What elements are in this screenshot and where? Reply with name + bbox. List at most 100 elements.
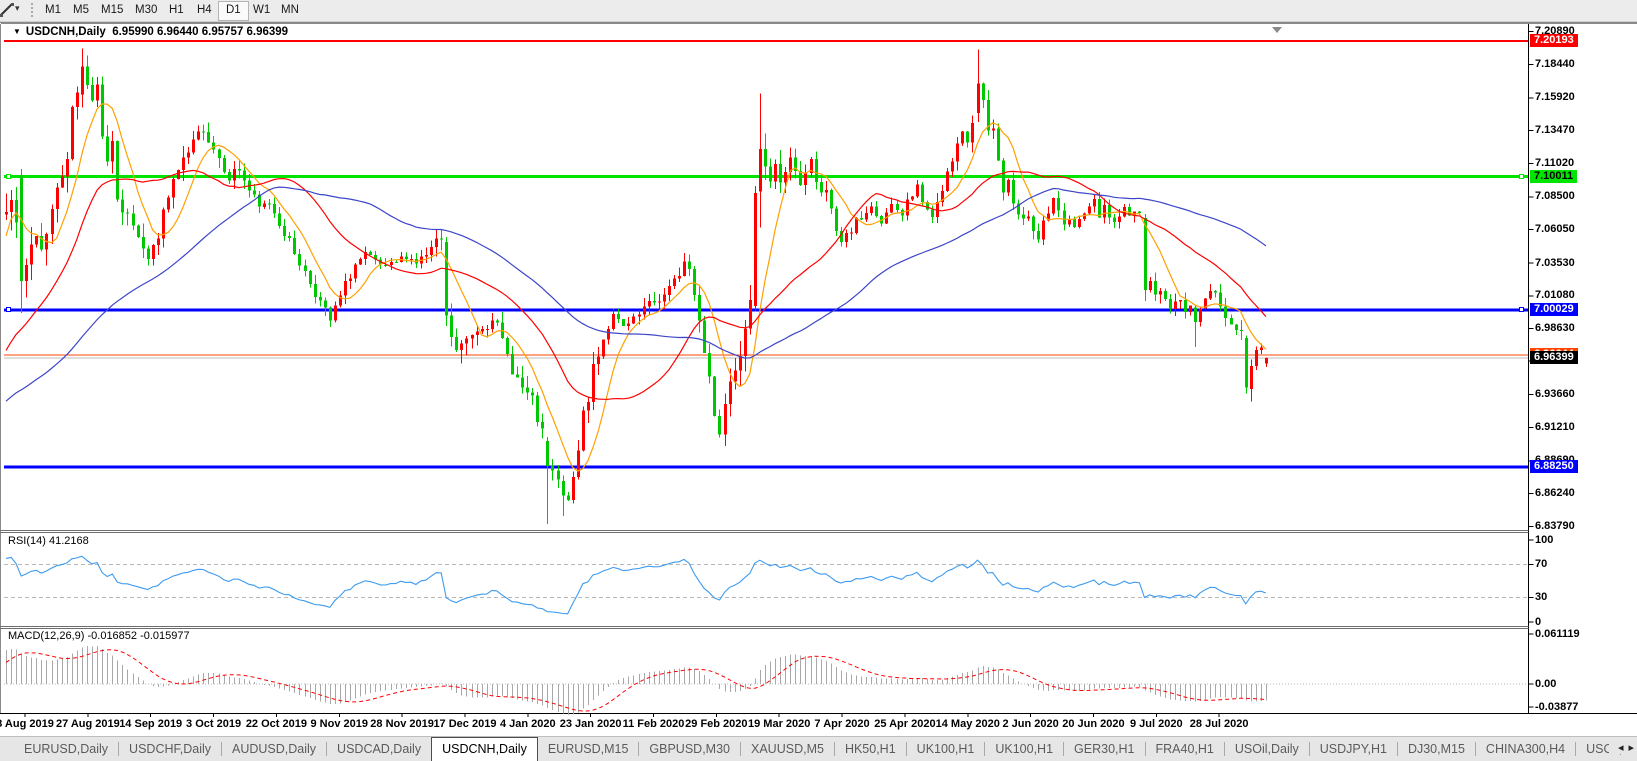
tab-separator	[1575, 742, 1577, 756]
tab-separator	[1223, 742, 1225, 756]
chart-tab-china300-h4[interactable]: CHINA300,H4	[1485, 742, 1566, 756]
tab-separator	[833, 742, 835, 756]
tab-separator	[1396, 742, 1398, 756]
rsi-tick-label: 100	[1535, 533, 1554, 546]
chart-tab-audusd-daily[interactable]: AUDUSD,Daily	[232, 742, 317, 756]
date-axis-label: 27 Aug 2019	[55, 718, 120, 730]
chart-tab-uk100-h1[interactable]: UK100,H1	[995, 742, 1054, 756]
date-axis-label: 23 Jan 2020	[559, 718, 622, 730]
timeframe-button-m1[interactable]: M1	[45, 4, 61, 16]
tab-scroll-left-icon[interactable]: ◂	[1617, 742, 1624, 754]
macd-tick-label: -0.03877	[1535, 700, 1579, 713]
tab-separator	[1063, 742, 1065, 756]
chart-menu-triangle-icon[interactable]: ▼	[13, 27, 21, 36]
date-axis-label: 11 Feb 2020	[622, 718, 685, 730]
date-axis-label: 3 Oct 2019	[186, 718, 242, 730]
tab-separator	[905, 742, 907, 756]
hline-price-tag: 7.20193	[1530, 34, 1578, 48]
timeframe-button-m5[interactable]: M5	[73, 4, 89, 16]
tab-separator	[118, 742, 120, 756]
chart-tab-usdjpy-h1[interactable]: USDJPY,H1	[1319, 742, 1387, 756]
hline-price-tag: 6.88250	[1530, 459, 1578, 473]
chart-tab-usdcnh-daily[interactable]: USDCNH,Daily	[431, 737, 538, 761]
timeframe-button-w1[interactable]: W1	[253, 4, 271, 16]
trendline-tool-icon[interactable]	[0, 2, 14, 18]
price-tick-label: 7.01080	[1535, 289, 1575, 302]
rsi-tick-label: 0	[1535, 615, 1542, 628]
price-tick-label: 6.86240	[1535, 487, 1575, 500]
tab-separator	[638, 742, 640, 756]
tab-scroll-arrows: ◂ ▸	[1608, 741, 1634, 754]
price-tick-label: 7.11020	[1535, 156, 1575, 169]
date-axis-label: 14 Sep 2019	[119, 718, 183, 730]
date-axis-label: 25 Apr 2020	[874, 718, 936, 730]
chart-tabs: EURUSD,Daily USDCHF,Daily AUDUSD,Daily USDC…	[14, 737, 1637, 761]
tab-separator	[740, 742, 741, 756]
tab-separator	[1308, 742, 1310, 756]
chart-tab-dj30-m15[interactable]: DJ30,M15	[1407, 742, 1465, 756]
chart-tab-eurusd-m15[interactable]: EURUSD,M15	[547, 742, 629, 756]
chart-ohlc-quotes: 6.95990 6.96440 6.95757 6.96399	[112, 26, 289, 38]
hline-price-tag: 7.10011	[1530, 169, 1578, 183]
macd-values: -0.016852 -0.015977	[87, 630, 190, 642]
chart-tab-bar: EURUSD,Daily USDCHF,Daily AUDUSD,Daily USDC…	[0, 736, 1637, 761]
price-tick-label: 7.03530	[1535, 256, 1575, 269]
timeframe-button-m15[interactable]: M15	[101, 4, 124, 16]
toolbar-grip[interactable]	[31, 3, 36, 17]
tab-separator	[221, 742, 222, 756]
timeframe-button-d1[interactable]: D1	[218, 1, 249, 21]
chart-tab-uk100-h1[interactable]: UK100,H1	[916, 742, 975, 756]
timeframe-toolbar: ▾ M1 M5 M15 M30 H1 H4 D1 W1 MN	[0, 0, 1637, 22]
chart-tab-xauusd-m5[interactable]: XAUUSD,M5	[751, 742, 824, 756]
timeframe-button-h4[interactable]: H4	[197, 4, 212, 16]
hline-handle[interactable]	[6, 174, 11, 180]
date-axis-label: 9 Nov 2019	[310, 718, 368, 730]
chart-tab-gbpusd-m30[interactable]: GBPUSD,M30	[649, 742, 730, 756]
date-axis-label: 22 Oct 2019	[245, 718, 307, 730]
rsi-tick-label: 70	[1535, 558, 1548, 571]
macd-tick-label: 0.061119	[1535, 627, 1580, 640]
tab-separator	[984, 742, 986, 756]
date-axis-label: 28 Jul 2020	[1189, 718, 1249, 730]
chart-tab-usoil-daily[interactable]: USOil,Daily	[1234, 742, 1299, 756]
date-axis-label: 19 Mar 2020	[747, 718, 811, 730]
price-tick-label: 6.98630	[1535, 321, 1575, 334]
macd-tick-label: 0.00	[1535, 677, 1557, 690]
price-tick-label: 7.15920	[1535, 91, 1575, 104]
chart-title: ▼ USDCNH,Daily 6.95990 6.96440 6.95757 6.…	[13, 26, 288, 38]
timeframe-button-h1[interactable]: H1	[169, 4, 184, 16]
chart-tab-hk50-h1[interactable]: HK50,H1	[844, 742, 896, 756]
rsi-indicator-label: RSI(14) 41.2168	[8, 535, 89, 547]
hline-handle[interactable]	[1519, 174, 1524, 180]
rsi-value: 41.2168	[48, 535, 89, 547]
hline-handle[interactable]	[6, 307, 11, 313]
chevron-down-icon[interactable]: ▾	[15, 3, 20, 13]
date-axis-label: 7 Apr 2020	[814, 718, 870, 730]
date-axis-label: 28 Nov 2019	[370, 718, 434, 730]
timeframe-button-mn[interactable]: MN	[281, 4, 299, 16]
date-axis-label: 9 Jul 2020	[1130, 718, 1183, 730]
chart-tab-usdchf-daily[interactable]: USDCHF,Daily	[129, 742, 211, 756]
price-tick-label: 7.13470	[1535, 124, 1575, 137]
price-tick-label: 6.83790	[1535, 519, 1575, 532]
timeframe-button-m30[interactable]: M30	[135, 4, 158, 16]
date-axis-label: 29 Feb 2020	[685, 718, 748, 730]
tab-scroll-right-icon[interactable]: ▸	[1628, 742, 1634, 754]
price-tick-label: 7.08500	[1535, 190, 1575, 203]
chart-area[interactable]	[0, 22, 1637, 737]
date-axis-label: 14 May 2020	[935, 718, 1000, 730]
date-axis-label: 2 Jun 2020	[1002, 718, 1059, 730]
chart-tab-eurusd-daily[interactable]: EURUSD,Daily	[24, 742, 109, 756]
price-tick-label: 7.06050	[1535, 223, 1575, 236]
chart-symbol-period: USDCNH,Daily	[25, 26, 106, 38]
date-axis-label: 8 Aug 2019	[0, 718, 54, 730]
tab-separator	[1144, 742, 1146, 756]
price-tick-label: 7.18440	[1535, 57, 1575, 70]
rsi-tick-label: 30	[1535, 590, 1548, 603]
date-axis-label: 4 Jan 2020	[499, 718, 556, 730]
price-tick-label: 6.93660	[1535, 388, 1575, 401]
hline-handle[interactable]	[1519, 307, 1524, 313]
chart-tab-fra40-h1[interactable]: FRA40,H1	[1155, 742, 1214, 756]
chart-tab-usdcad-daily[interactable]: USDCAD,Daily	[337, 742, 422, 756]
chart-tab-ger30-h1[interactable]: GER30,H1	[1074, 742, 1135, 756]
